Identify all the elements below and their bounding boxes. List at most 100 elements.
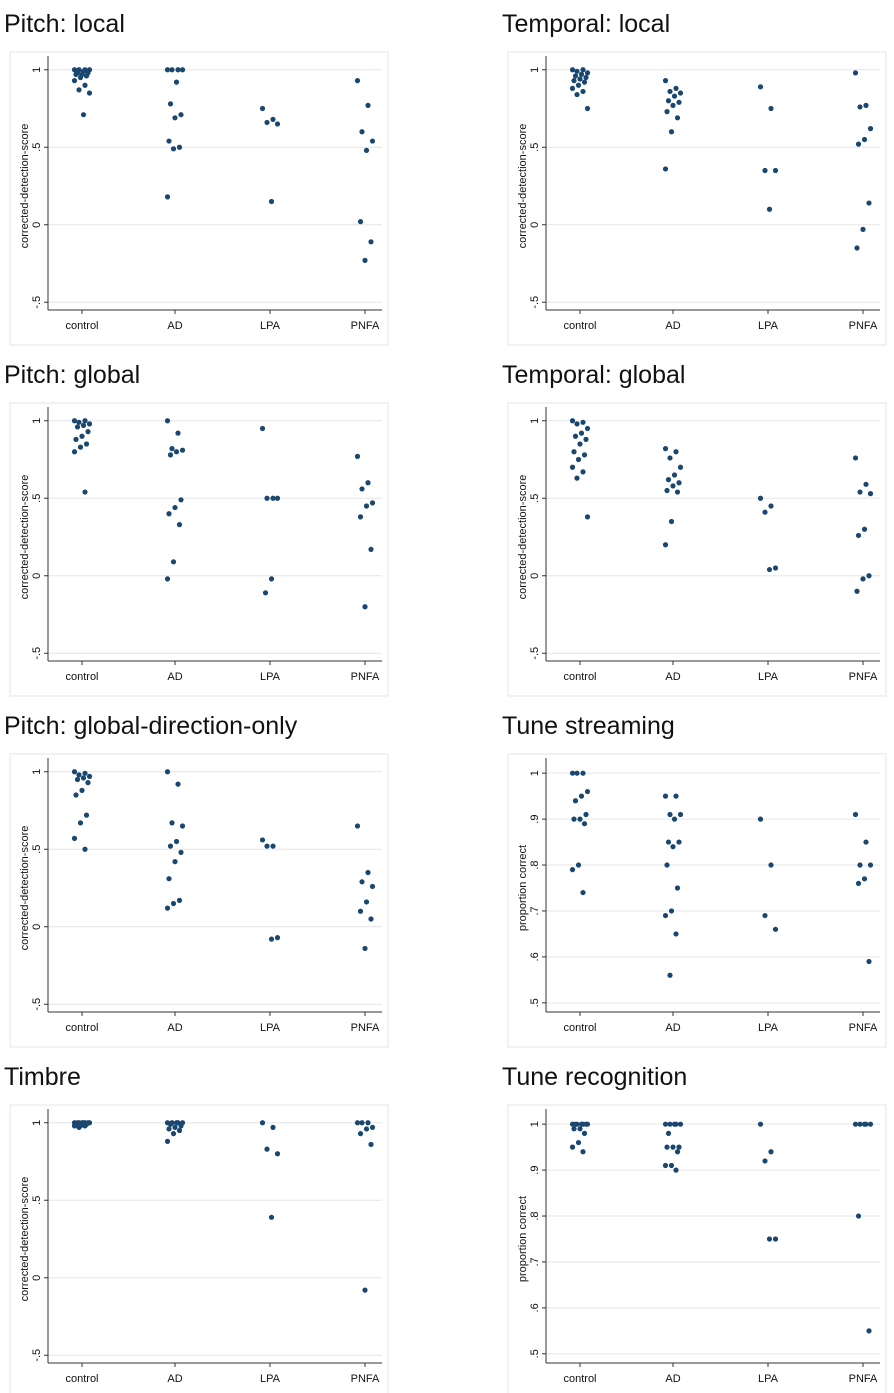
- point: [357, 514, 364, 520]
- point: [569, 867, 576, 873]
- x-tick-label: LPA: [758, 1022, 779, 1034]
- point: [268, 576, 275, 582]
- x-tick-label: control: [563, 1022, 596, 1034]
- point: [867, 862, 874, 868]
- point: [866, 1328, 872, 1334]
- y-tick-label: 1: [31, 418, 43, 424]
- point: [852, 811, 859, 818]
- point: [674, 489, 681, 495]
- point: [368, 546, 374, 553]
- point: [270, 116, 276, 122]
- point: [861, 876, 868, 882]
- y-tick-label: .5: [529, 494, 541, 503]
- point: [665, 477, 672, 483]
- point: [575, 82, 582, 88]
- y-tick-label: .9: [529, 1166, 541, 1175]
- point: [173, 79, 180, 85]
- point: [175, 67, 181, 73]
- x-tick-label: LPA: [260, 671, 281, 683]
- panel-title: Pitch: global: [4, 361, 140, 389]
- x-tick-label: PNFA: [849, 320, 878, 332]
- x-tick-label: PNFA: [351, 671, 380, 683]
- point: [79, 433, 85, 439]
- x-tick-label: LPA: [758, 320, 779, 332]
- point: [757, 84, 764, 90]
- point: [762, 912, 768, 919]
- point: [365, 102, 371, 108]
- point: [270, 1124, 276, 1130]
- point: [662, 166, 669, 172]
- point: [677, 811, 684, 818]
- point: [867, 126, 874, 132]
- x-tick-label: AD: [665, 320, 680, 332]
- point: [170, 1131, 177, 1137]
- point: [762, 1158, 768, 1164]
- y-tick-label: 0: [31, 924, 43, 930]
- point: [676, 480, 682, 486]
- point: [71, 769, 78, 775]
- point: [259, 105, 266, 112]
- point: [577, 816, 583, 822]
- point: [176, 144, 183, 150]
- point: [169, 446, 175, 452]
- x-tick-label: PNFA: [351, 320, 380, 332]
- point: [584, 105, 591, 112]
- point: [175, 430, 181, 436]
- point: [73, 792, 79, 798]
- point: [861, 1121, 868, 1127]
- x-tick-label: PNFA: [849, 1373, 878, 1385]
- y-tick-label: 1: [529, 67, 541, 73]
- point: [863, 481, 869, 487]
- point: [572, 433, 579, 439]
- point: [581, 452, 588, 458]
- point: [569, 464, 576, 470]
- point: [852, 1121, 859, 1127]
- point: [673, 1167, 679, 1173]
- point: [357, 908, 364, 914]
- x-tick-label: control: [563, 320, 596, 332]
- point: [665, 1130, 672, 1136]
- x-tick-label: control: [65, 320, 98, 332]
- panel-title: Timbre: [4, 1063, 81, 1091]
- point: [82, 82, 88, 88]
- point: [359, 879, 365, 885]
- point: [581, 821, 588, 827]
- point: [584, 514, 591, 520]
- point: [354, 453, 361, 459]
- point: [363, 899, 370, 905]
- point: [268, 198, 275, 205]
- panel: Temporal: local -.5 0 .5 1 corrected-detectio…: [502, 10, 887, 346]
- x-tick-label: AD: [167, 320, 182, 332]
- point: [676, 839, 682, 845]
- point: [581, 1130, 588, 1136]
- y-tick-label: 0: [529, 573, 541, 579]
- point: [673, 931, 679, 937]
- x-tick-label: LPA: [260, 1022, 281, 1034]
- point: [676, 99, 682, 105]
- x-tick-label: PNFA: [849, 671, 878, 683]
- point: [166, 1126, 172, 1132]
- point: [164, 905, 171, 911]
- point: [863, 102, 869, 108]
- point: [85, 780, 91, 786]
- point: [662, 542, 669, 548]
- point: [169, 820, 175, 826]
- point: [173, 1120, 180, 1126]
- point: [77, 74, 84, 81]
- point: [270, 495, 276, 501]
- point: [569, 85, 576, 91]
- y-axis-label: proportion correct: [517, 1196, 529, 1282]
- y-tick-label: -.5: [31, 998, 43, 1011]
- y-tick-label: .5: [31, 845, 43, 854]
- point: [667, 811, 673, 818]
- point: [673, 793, 679, 799]
- point: [574, 421, 580, 427]
- point: [662, 78, 669, 84]
- point: [359, 486, 365, 492]
- y-tick-label: -.5: [31, 296, 43, 309]
- point: [860, 226, 866, 232]
- point: [176, 522, 183, 528]
- point: [178, 497, 184, 503]
- point: [172, 859, 178, 865]
- point: [766, 206, 773, 212]
